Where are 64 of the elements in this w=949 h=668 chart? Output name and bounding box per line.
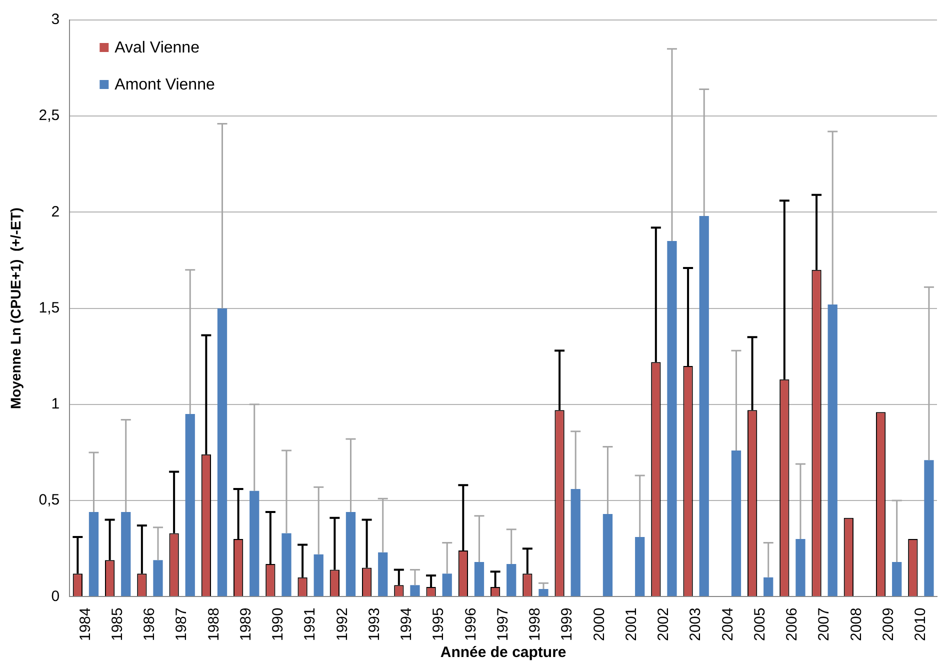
bar — [731, 450, 742, 596]
x-tick-label: 1998 — [526, 608, 544, 642]
bar — [185, 414, 195, 596]
bar — [764, 577, 774, 596]
x-tick-label: 1992 — [334, 608, 351, 642]
bar — [828, 304, 838, 596]
bar — [250, 490, 260, 596]
bar — [121, 512, 131, 596]
x-tick-label: 1999 — [558, 608, 576, 642]
bar — [796, 538, 806, 596]
x-tick-label: 2004 — [719, 608, 736, 642]
y-tick-label: 1,5 — [38, 299, 60, 316]
x-tick-label: 1991 — [302, 608, 319, 642]
x-tick-label: 2008 — [848, 608, 865, 642]
bar — [442, 574, 452, 596]
x-tick-label: 2003 — [687, 608, 704, 642]
bar — [217, 308, 228, 596]
x-tick-label: 2009 — [880, 608, 897, 642]
y-tick-label: 0,5 — [38, 492, 60, 509]
bar — [538, 588, 548, 596]
legend-label: Amont Vienne — [114, 76, 215, 94]
bar — [474, 562, 484, 596]
x-tick-label: 2001 — [622, 608, 640, 642]
x-tick-label: 1986 — [141, 608, 158, 642]
x-tick-label: 2006 — [784, 608, 801, 642]
bar — [282, 533, 292, 596]
bar — [667, 241, 677, 596]
y-tick-label: 1 — [51, 396, 60, 413]
bar — [378, 552, 388, 596]
bar — [570, 488, 580, 596]
bar — [88, 512, 99, 596]
bar — [699, 216, 709, 596]
bar — [410, 585, 420, 596]
bar — [924, 460, 934, 596]
y-tick-label: 2,5 — [38, 107, 60, 124]
y-tick-label: 2 — [51, 203, 60, 220]
bar — [602, 514, 613, 596]
x-tick-label: 1987 — [173, 608, 190, 642]
x-tick-label: 1988 — [205, 608, 222, 642]
x-tick-label: 1989 — [237, 608, 254, 642]
bar — [153, 560, 163, 596]
x-tick-label: 1985 — [108, 608, 126, 642]
bar — [892, 562, 902, 596]
x-axis-title: Année de capture — [440, 644, 566, 662]
x-tick-label: 2007 — [816, 608, 833, 642]
y-tick-label: 0 — [51, 588, 60, 605]
x-tick-label: 2000 — [590, 608, 608, 642]
x-tick-label: 2002 — [655, 608, 672, 642]
x-tick-label: 1990 — [270, 608, 287, 642]
y-tick-label: 3 — [51, 11, 60, 28]
legend-label: Aval Vienne — [114, 39, 200, 56]
x-tick-label: 1996 — [462, 608, 480, 642]
x-tick-label: 1997 — [494, 608, 512, 642]
y-axis-title: Moyenne Ln (CPUE+1) (+/-ET) — [7, 208, 24, 410]
x-tick-label: 1993 — [366, 608, 383, 642]
x-tick-label: 2010 — [912, 608, 930, 642]
x-tick-label: 2005 — [751, 608, 768, 642]
bar — [346, 512, 356, 596]
bar — [506, 564, 516, 596]
bar — [635, 537, 645, 596]
x-tick-label: 1984 — [76, 608, 94, 642]
x-tick-label: 1994 — [398, 608, 416, 642]
bar — [314, 554, 324, 596]
x-tick-label: 1995 — [430, 608, 448, 642]
